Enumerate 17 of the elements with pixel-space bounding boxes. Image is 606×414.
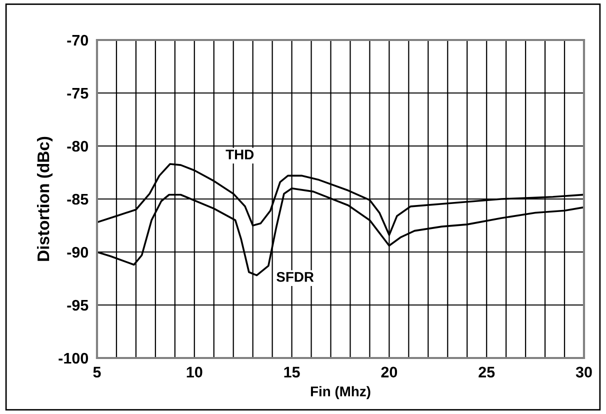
x-tick-label: 30 [576, 366, 592, 378]
x-tick-label: 15 [284, 366, 300, 378]
x-tick-label: 10 [186, 366, 202, 378]
y-axis-title: Distortion (dBc) [37, 136, 53, 261]
y-tick-label: -100 [58, 352, 88, 364]
x-tick-label: 25 [478, 366, 495, 378]
x-tick-label: 5 [93, 366, 101, 378]
y-tick-label: -85 [67, 194, 88, 205]
x-axis-title: Fin (Mhz) [310, 386, 370, 400]
y-tick-label: -90 [67, 246, 88, 258]
x-tick-label: 20 [381, 366, 398, 378]
y-tick-label: -75 [67, 88, 88, 99]
series-label: SFDR [276, 272, 314, 282]
y-tick-label: -95 [67, 300, 88, 311]
series-label: THD [226, 150, 254, 160]
y-tick-label: -80 [67, 140, 88, 152]
y-tick-label: -70 [67, 34, 88, 46]
